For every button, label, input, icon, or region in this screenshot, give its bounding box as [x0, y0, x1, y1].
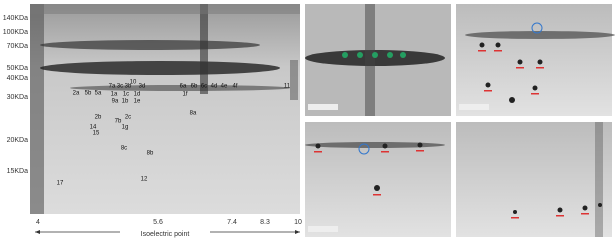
- x-label: 7.4: [227, 219, 237, 226]
- spot-label: 8c: [121, 146, 127, 152]
- y-label: 100KDa: [3, 29, 28, 36]
- spot-label: 3c: [117, 84, 123, 90]
- y-label: 20KDa: [7, 137, 29, 144]
- y-label: 50KDa: [7, 65, 29, 72]
- y-label: 15KDa: [7, 168, 29, 175]
- spot-label: 1f: [182, 92, 187, 98]
- spot-label: 11: [284, 84, 291, 90]
- spot-label: 17: [57, 181, 64, 187]
- spot-label: 15: [93, 131, 100, 137]
- spot-label: 6a: [180, 84, 187, 90]
- x-label: 8.3: [260, 219, 270, 226]
- panel-d: [456, 122, 612, 237]
- spot-label: 2b: [95, 115, 102, 121]
- spot-label: 12: [141, 177, 148, 183]
- spot-label: 6b: [191, 84, 198, 90]
- spot-label: 8a: [190, 111, 197, 117]
- spot-label: 5a: [95, 91, 102, 97]
- panel-c: [305, 122, 451, 237]
- x-label: 5.6: [153, 219, 163, 226]
- x-label: 10: [294, 219, 302, 226]
- spot-label: 1d: [134, 92, 141, 98]
- spot-label: 1e: [134, 99, 141, 105]
- spot-label: 2a: [73, 91, 80, 97]
- spot-label: 8b: [147, 151, 154, 157]
- spot-label: 14: [90, 125, 97, 131]
- spot-label: 1c: [123, 92, 129, 98]
- x-label: 4: [36, 219, 40, 226]
- spot-label: 5b: [85, 91, 92, 97]
- spot-label: 1g: [122, 125, 129, 131]
- panel-b: [456, 4, 615, 116]
- spot-label: 10: [130, 80, 137, 86]
- spot-label: 1a: [111, 92, 118, 98]
- x-axis-title: Isoelectric point: [141, 231, 190, 238]
- spot-label: 1b: [122, 99, 129, 105]
- main-gel: [30, 4, 300, 214]
- spot-label: 4f: [232, 84, 237, 90]
- spot-label: 4d: [211, 84, 218, 90]
- spot-label: 2c: [125, 115, 131, 121]
- spot-label: 6c: [201, 84, 207, 90]
- axes: [35, 229, 300, 239]
- y-label: 140KDa: [3, 15, 28, 22]
- y-label: 30KDa: [7, 94, 29, 101]
- spot-label: 3d: [139, 84, 146, 90]
- y-label: 40KDa: [7, 75, 29, 82]
- spot-label: 7b: [115, 119, 122, 125]
- spot-label: 4e: [221, 84, 228, 90]
- y-label: 70KDa: [7, 43, 29, 50]
- spot-label: 9a: [112, 99, 119, 105]
- spot-label: 7a: [109, 84, 116, 90]
- panel-a: [305, 4, 451, 116]
- spot-label: 3b: [125, 84, 132, 90]
